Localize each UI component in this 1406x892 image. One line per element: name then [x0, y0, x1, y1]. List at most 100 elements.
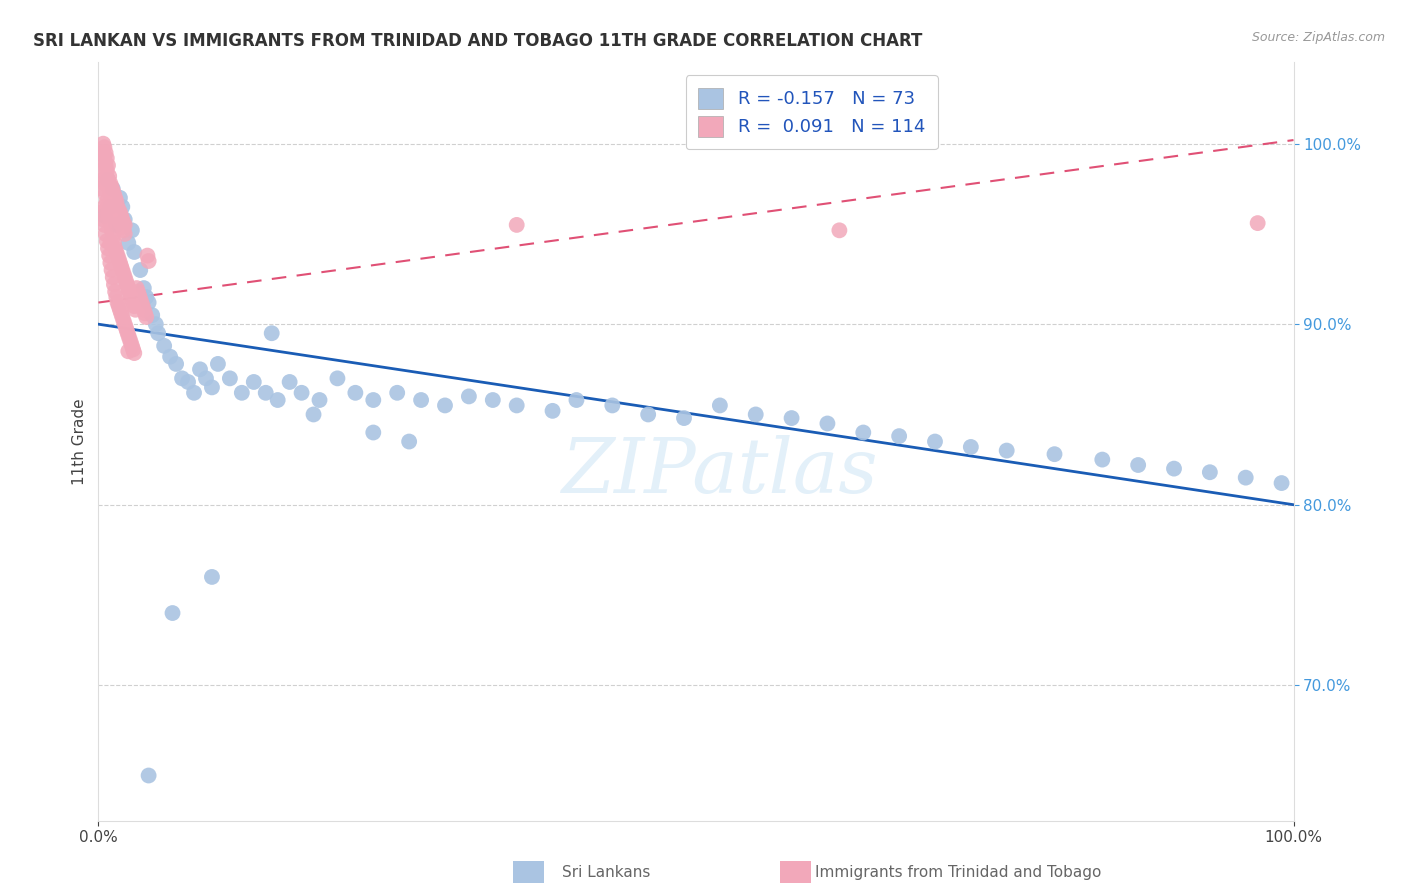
Point [1043, 447, 1066, 461]
Point [129, 263, 152, 277]
Point [114, 212, 136, 227]
Point [122, 295, 145, 310]
Point [101, 184, 124, 198]
Point [91, 205, 114, 219]
Point [120, 335, 142, 350]
Point [673, 411, 696, 425]
Point [94, 187, 117, 202]
Point [108, 212, 131, 227]
Point [434, 399, 457, 413]
Point [114, 227, 136, 241]
Point [103, 187, 125, 202]
Point [565, 392, 588, 407]
Point [745, 408, 768, 422]
Point [326, 371, 349, 385]
Point [112, 216, 135, 230]
Point [97, 173, 120, 187]
Point [138, 768, 160, 782]
Point [96, 194, 118, 209]
Point [344, 385, 367, 400]
Point [1271, 476, 1294, 491]
Point [138, 254, 160, 268]
Point [103, 194, 125, 209]
Point [243, 375, 266, 389]
Point [94, 145, 117, 160]
Point [177, 375, 200, 389]
Point [145, 317, 167, 331]
Point [127, 285, 149, 299]
Point [110, 209, 132, 223]
Point [91, 182, 114, 196]
Point [207, 357, 229, 371]
Point [1128, 458, 1150, 472]
Point [105, 205, 128, 219]
Point [94, 227, 117, 241]
Point [98, 235, 122, 250]
Point [105, 218, 128, 232]
Point [98, 200, 122, 214]
Point [363, 425, 385, 440]
Point [889, 429, 911, 443]
Point [219, 371, 242, 385]
Point [506, 399, 529, 413]
Point [101, 270, 124, 285]
Point [118, 285, 141, 299]
Point [231, 385, 253, 400]
Point [107, 299, 129, 313]
Point [153, 339, 176, 353]
Point [107, 295, 129, 310]
Text: ZIPatlas: ZIPatlas [561, 435, 879, 508]
Point [506, 218, 529, 232]
Point [1091, 452, 1114, 467]
Point [131, 295, 153, 310]
Point [602, 399, 624, 413]
Point [308, 392, 330, 407]
Point [115, 320, 138, 334]
Point [780, 411, 803, 425]
Point [98, 169, 121, 184]
Point [148, 326, 170, 341]
Point [124, 299, 146, 313]
Point [117, 344, 139, 359]
Point [1247, 216, 1270, 230]
Bar [513, 861, 544, 883]
Point [105, 290, 128, 304]
Point [91, 145, 114, 160]
Point [114, 218, 136, 232]
Point [98, 182, 121, 196]
Point [91, 212, 114, 227]
Point [121, 292, 143, 306]
Point [159, 350, 181, 364]
Point [104, 285, 127, 299]
Point [125, 281, 148, 295]
Point [165, 357, 187, 371]
Point [97, 241, 120, 255]
Point [267, 392, 290, 407]
Point [93, 177, 115, 191]
Point [107, 249, 129, 263]
Point [112, 267, 135, 281]
Point [111, 219, 134, 234]
Point [111, 263, 134, 277]
Point [115, 277, 138, 292]
Point [131, 299, 153, 313]
Point [114, 317, 136, 331]
Text: Sri Lankans: Sri Lankans [562, 865, 651, 880]
Point [135, 290, 157, 304]
Point [107, 203, 129, 218]
Point [115, 274, 138, 288]
Point [138, 295, 160, 310]
Point [1234, 470, 1257, 484]
Point [101, 230, 124, 244]
Point [172, 371, 194, 385]
Point [115, 325, 138, 339]
Point [93, 200, 115, 214]
Point [103, 277, 125, 292]
Point [141, 308, 163, 322]
Point [924, 434, 946, 449]
Point [107, 252, 129, 267]
Point [828, 223, 851, 237]
Point [132, 281, 155, 295]
Point [254, 385, 277, 400]
Point [111, 200, 134, 214]
